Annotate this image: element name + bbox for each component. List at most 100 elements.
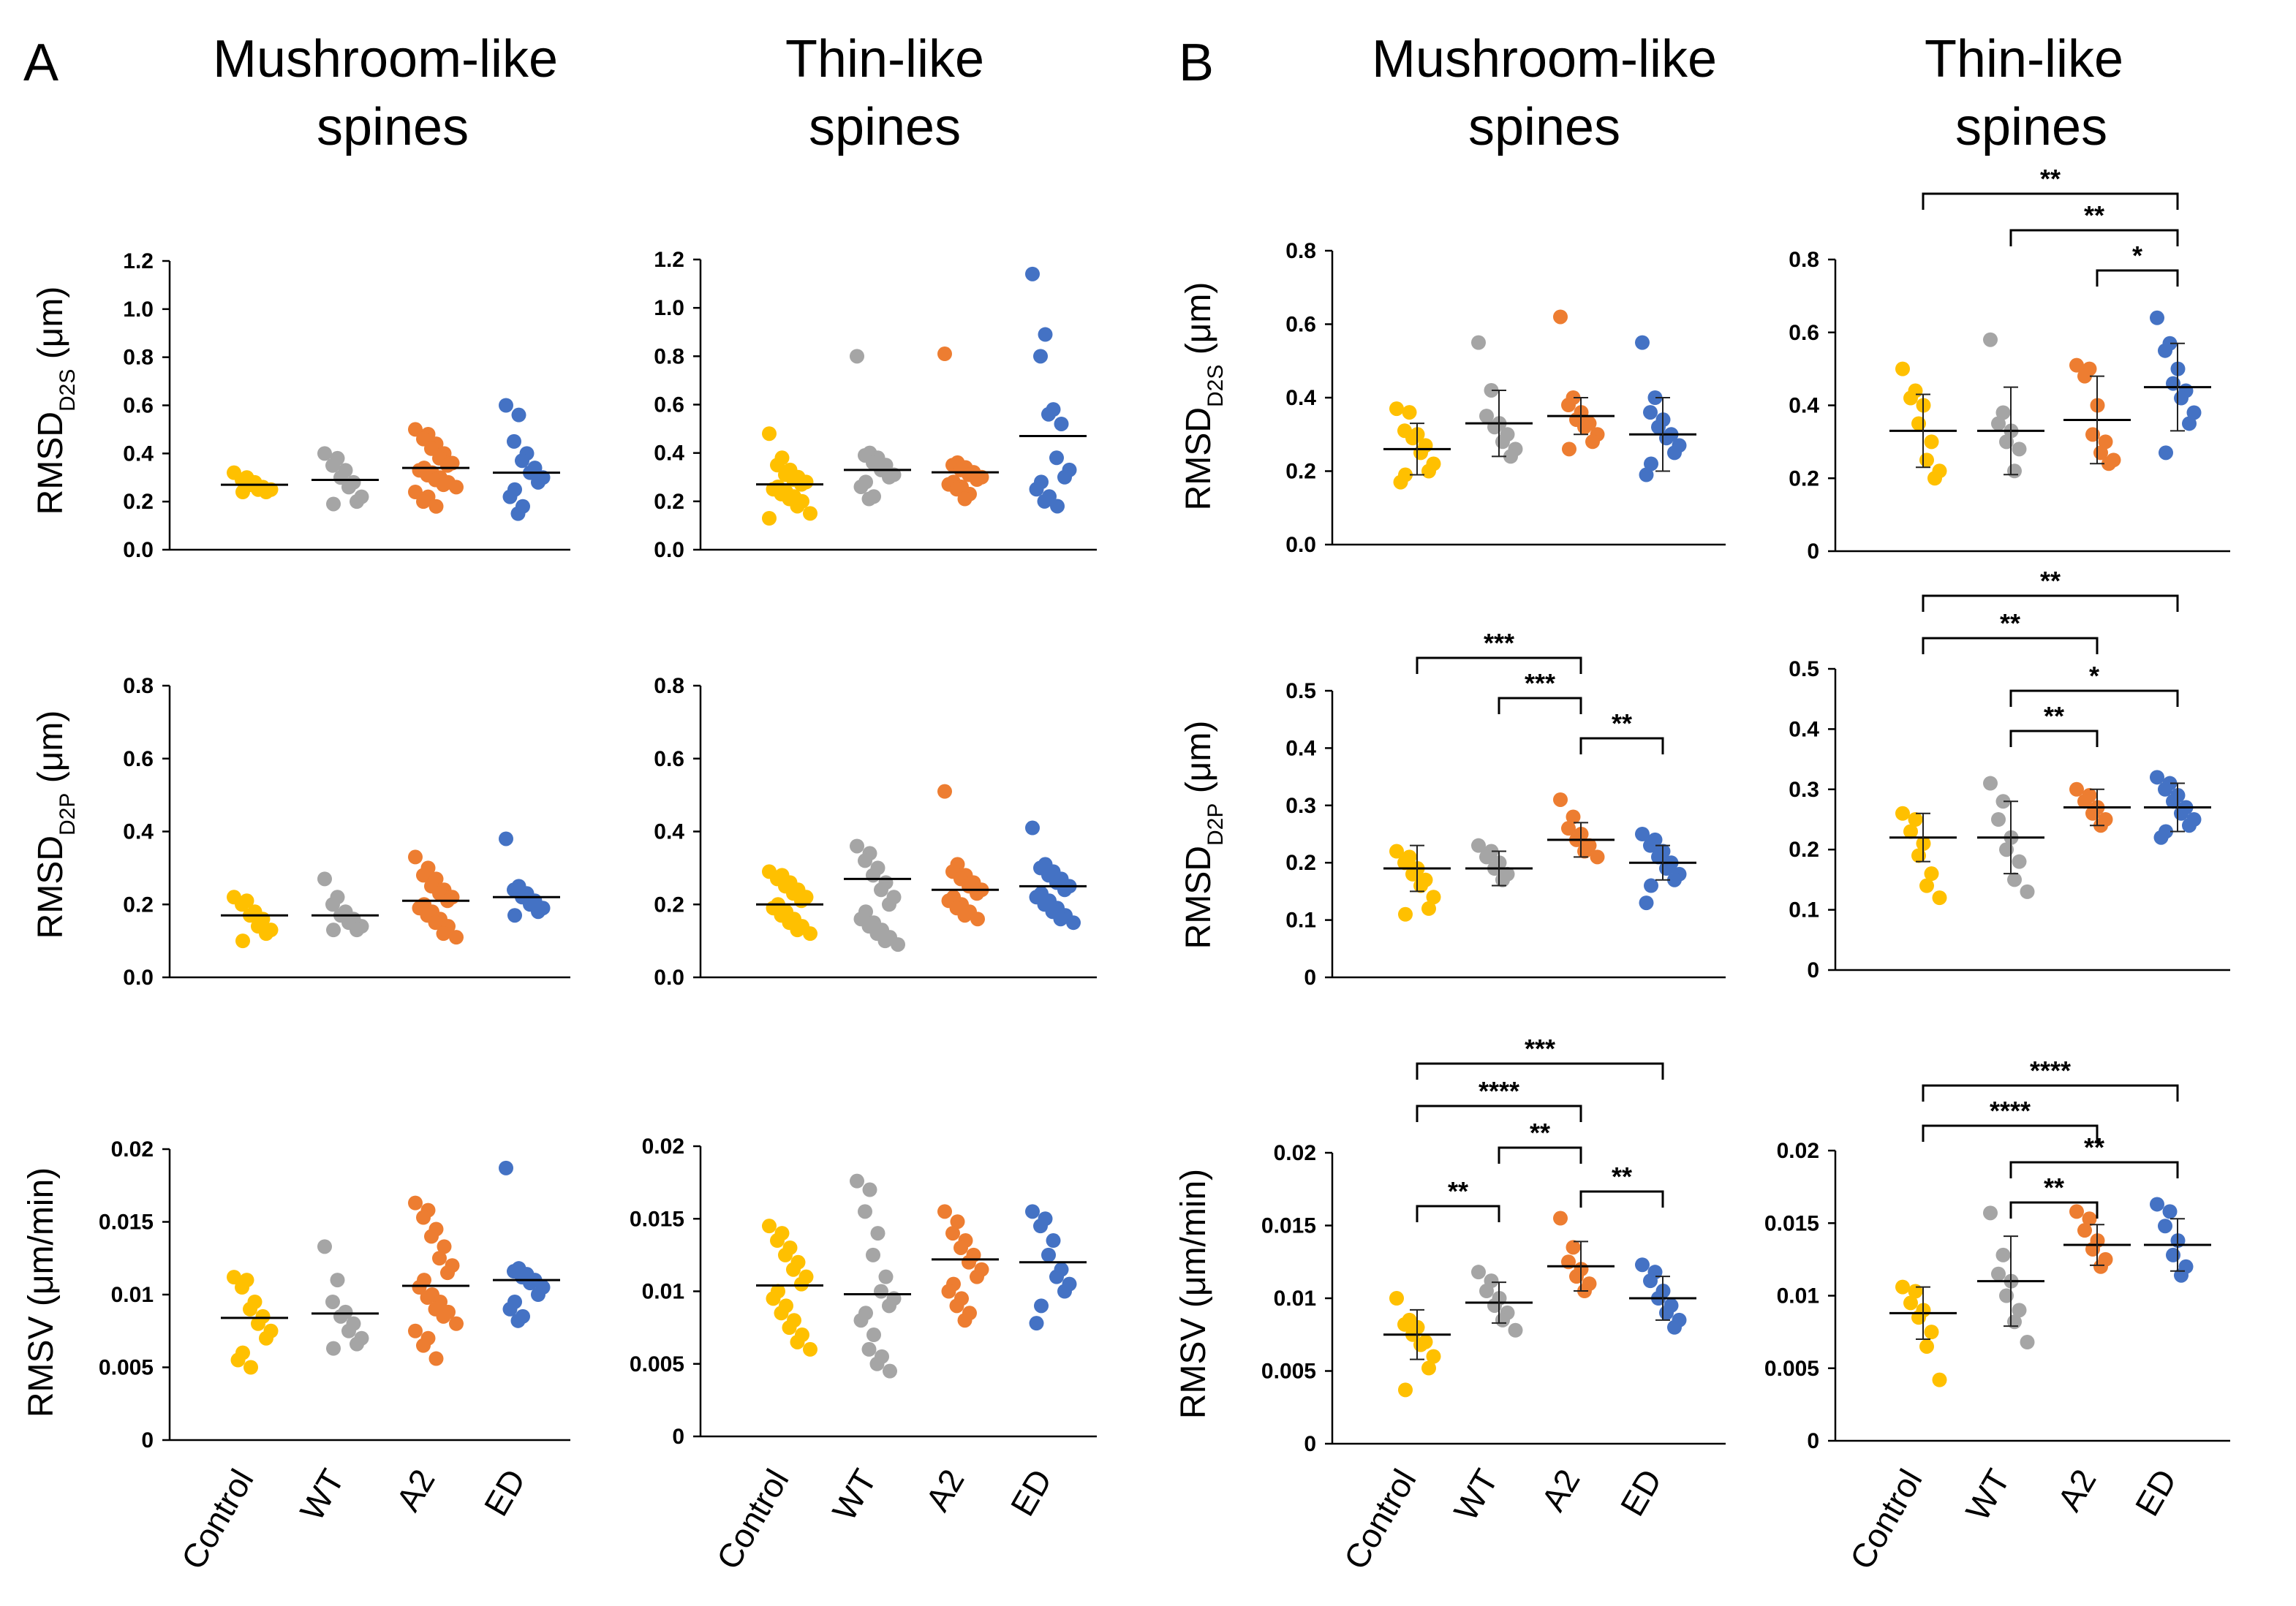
significance-bracket — [1416, 656, 1582, 674]
data-point-control — [803, 1341, 817, 1357]
data-point-control — [770, 1233, 785, 1249]
data-point-wt — [326, 923, 341, 938]
y-tick-label: 0.01 — [1777, 1284, 1819, 1308]
y-tick-label: 0.2 — [654, 893, 684, 917]
chart-b-mushroom-d2p: 00.10.20.30.40.5******** — [1285, 628, 1726, 990]
data-point-control — [1919, 452, 1934, 468]
data-point-ed — [1037, 493, 1052, 509]
data-point-a2 — [1566, 1240, 1581, 1255]
data-point-control — [1426, 1349, 1441, 1364]
data-point-control — [1903, 390, 1918, 406]
panel-label-a: A — [23, 34, 58, 92]
significance-bracket — [2096, 269, 2179, 287]
xlabel-ed: ED — [1003, 1463, 1060, 1522]
data-point-ed — [2186, 405, 2202, 420]
significance-label: ** — [1448, 1176, 1468, 1206]
data-point-control — [1397, 855, 1412, 871]
data-point-ed — [1643, 405, 1658, 420]
data-point-ed — [1644, 878, 1658, 893]
data-point-a2 — [432, 1251, 447, 1266]
data-point-wt — [326, 1341, 341, 1356]
data-point-a2 — [950, 1214, 965, 1230]
data-point-a2 — [1561, 821, 1576, 836]
data-point-ed — [1057, 1284, 1072, 1299]
data-point-ed — [1054, 416, 1069, 431]
data-point-ed — [515, 453, 529, 469]
significance-label: *** — [1525, 1034, 1555, 1064]
data-point-ed — [1025, 1204, 1040, 1219]
y-tick-label: 0 — [141, 1428, 154, 1452]
data-point-a2 — [449, 1316, 464, 1331]
data-point-control — [774, 1306, 789, 1321]
data-point-a2 — [436, 926, 451, 942]
data-point-a2 — [428, 499, 444, 514]
data-point-ed — [1057, 469, 1072, 485]
y-tick-label: 0.0 — [1285, 533, 1316, 557]
data-point-control — [1397, 1317, 1412, 1332]
xlabel-ed: ED — [477, 1463, 533, 1522]
significance-bracket — [2009, 229, 2179, 246]
data-point-wt — [2012, 854, 2027, 869]
data-point-wt — [325, 1294, 340, 1309]
significance-bracket — [1416, 1205, 1500, 1222]
data-point-control — [235, 897, 249, 912]
y-tick-label: 0.2 — [123, 893, 154, 917]
data-point-a2 — [1562, 442, 1576, 457]
data-point-a2 — [2077, 1223, 2092, 1238]
significance-bracket — [1922, 1124, 2099, 1142]
data-point-ed — [1647, 390, 1663, 405]
data-point-ed — [1639, 467, 1654, 482]
data-point-ed — [499, 831, 513, 846]
data-point-wt — [850, 349, 864, 364]
data-point-wt — [882, 1298, 896, 1314]
data-point-wt — [2007, 1314, 2022, 1330]
y-tick-label: 0.6 — [654, 747, 684, 771]
y-tick-label: 0.1 — [1789, 898, 1819, 923]
data-point-control — [259, 926, 273, 942]
chart-a-mushroom-rmsv: 0 0.005 0.01 0.015 0.02 — [99, 1137, 570, 1452]
data-point-wt — [325, 458, 340, 473]
data-point-wt — [333, 470, 348, 485]
data-point-wt — [1995, 405, 2011, 420]
significance-label: * — [2132, 240, 2142, 270]
xlabels-a-thin: Control WT A2 ED — [709, 1463, 1059, 1575]
data-point-control — [243, 1301, 257, 1317]
data-point-control — [762, 426, 777, 442]
data-point-ed — [1057, 882, 1072, 898]
data-point-a2 — [436, 1308, 451, 1324]
data-point-ed — [2182, 416, 2197, 431]
data-point-ed — [1053, 912, 1068, 927]
data-point-control — [1402, 405, 1417, 420]
data-point-a2 — [970, 1269, 984, 1284]
title-b-mushroom-line1: Mushroom-like — [1372, 30, 1717, 88]
data-point-wt — [1508, 1322, 1523, 1338]
data-point-ed — [2174, 390, 2189, 406]
data-point-control — [1903, 824, 1918, 839]
data-point-wt — [317, 871, 332, 887]
data-point-control — [1908, 812, 1923, 827]
y-tick-label: 0.0 — [123, 966, 154, 990]
data-point-ed — [1644, 456, 1658, 471]
data-point-ed — [1635, 827, 1650, 841]
data-point-ed — [1038, 327, 1053, 342]
data-point-a2 — [1585, 434, 1600, 450]
data-point-wt — [2020, 884, 2035, 899]
data-point-a2 — [2082, 1211, 2097, 1227]
data-point-ed — [1049, 450, 1064, 466]
data-point-wt — [858, 853, 872, 868]
data-point-ed — [1635, 1257, 1650, 1273]
y-tick-label: 0.005 — [1261, 1360, 1316, 1384]
data-point-control — [794, 1276, 809, 1292]
xlabel-control: Control — [709, 1463, 796, 1575]
data-point-a2 — [416, 494, 431, 510]
y-tick-label: 0.5 — [1789, 657, 1819, 681]
data-point-a2 — [957, 908, 973, 923]
significance-bracket — [1498, 697, 1582, 714]
title-a-thin-line2: spines — [809, 98, 961, 156]
data-point-a2 — [2069, 1204, 2084, 1219]
y-tick-label: 0.2 — [654, 490, 684, 514]
data-point-a2 — [970, 912, 985, 927]
data-point-a2 — [2098, 434, 2113, 450]
data-point-ed — [1049, 1269, 1064, 1284]
ylabel-a-d2p: RMSDD2P (μm) — [31, 711, 80, 939]
